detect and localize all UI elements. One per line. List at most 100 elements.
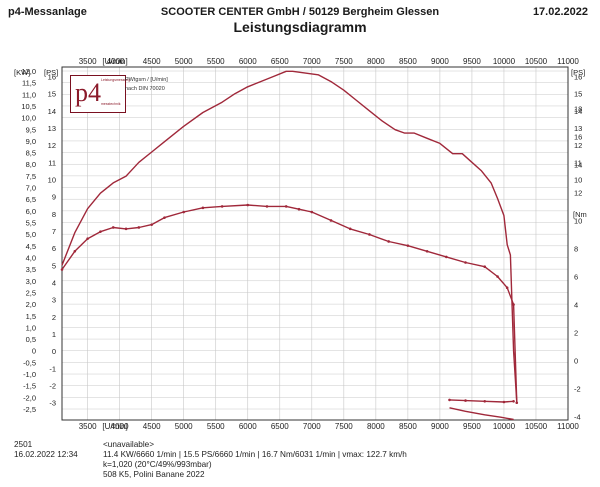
ps-right-tick-label: 11 [574, 158, 582, 167]
series-point [496, 275, 499, 278]
series-point [348, 227, 352, 231]
series-point [505, 286, 509, 290]
kw-tick-label: 12,0 [21, 67, 36, 76]
ps-right-tick-label: 14 [574, 107, 582, 116]
p4-logo: p4 Leistungsmessung messtechnik [70, 75, 130, 113]
grid [62, 67, 569, 420]
series-point [483, 399, 487, 403]
ps-left-tick-label: -2 [49, 381, 56, 390]
ps-left-tick-label: 12 [48, 141, 56, 150]
ps-left-tick-label: 0 [52, 347, 56, 356]
series-point [310, 210, 314, 214]
series-point [163, 216, 166, 219]
nm-tick-label: 14 [574, 160, 582, 169]
series-point [111, 226, 115, 229]
x-top-tick-label: 7000 [303, 57, 321, 66]
ps-left-tick-label: 13 [48, 124, 56, 133]
series-point [99, 230, 102, 233]
ps-left-tick-label: 2 [52, 313, 56, 322]
ps-left-tick-label: 1 [52, 330, 56, 339]
ps-right-tick-label: 15 [574, 90, 582, 99]
x-top-tick-label: 6500 [271, 57, 289, 66]
x-top-tick-label: 10000 [493, 57, 516, 66]
x-top-tick-label: 9000 [431, 57, 449, 66]
legend-line-2: nach DIN 70020 [125, 86, 165, 92]
ps-left-tick-label: 11 [48, 158, 56, 167]
series-line-1 [61, 70, 518, 403]
ps-left-tick-label: 5 [52, 261, 56, 270]
x-top-tick-label: 8500 [399, 57, 417, 66]
series-point [515, 401, 519, 404]
legend-line-1: PWtgsm / [U/min] [125, 77, 168, 83]
series-point [265, 205, 269, 208]
x-top-tick-label: 7500 [335, 57, 353, 66]
header-left-label: p4-Messanlage [8, 6, 87, 18]
x-top-tick-label: 6000 [239, 57, 257, 66]
run-conditions: k=1,020 (20°C/49%/993mbar) [103, 460, 212, 469]
x-tick-label: 9500 [463, 422, 481, 431]
ps-left-tick-label: 3 [52, 296, 56, 305]
series-point [512, 399, 515, 403]
run-summary: 11.4 KW/6660 1/min | 15.5 PS/6660 1/min … [103, 450, 407, 459]
series-point [502, 400, 506, 404]
x-top-tick-label: 11000 [557, 57, 579, 66]
run-datetime: 16.02.2022 12:34 [14, 450, 78, 459]
ps-left-tick-label: 7 [52, 227, 56, 236]
nm-tick-label: 10 [574, 216, 582, 225]
x-tick-label: 11000 [557, 422, 579, 431]
ps-left-tick-label: -1 [49, 364, 56, 373]
series-point [406, 244, 410, 247]
run-id: 2501 [14, 440, 33, 449]
ps-left-tick-label: 14 [48, 107, 56, 116]
kw-axis-label: [KW] [14, 68, 30, 77]
series-point [182, 210, 185, 214]
x-tick-label: 5500 [207, 422, 225, 431]
logo-line-bottom: messtechnik [101, 102, 121, 106]
ps-right-axis-label: [PS] [571, 68, 585, 77]
nm-tick-label: 4 [574, 301, 578, 310]
nm-tick-label: 8 [574, 244, 578, 253]
series-point [60, 268, 64, 271]
kw-tick-label: 11,5 [22, 79, 36, 88]
kw-tick-label: 2,0 [26, 300, 36, 309]
ps-left-tick-label: 8 [52, 210, 56, 219]
x-tick-label: 8000 [367, 422, 385, 431]
nm-tick-label: -2 [574, 385, 581, 394]
kw-tick-label: 9,5 [26, 125, 36, 134]
x-tick-label: 6500 [271, 422, 289, 431]
nm-axis-label: [Nm [573, 210, 587, 219]
kw-tick-label: 11,0 [22, 90, 36, 99]
ps-right-tick-label: 10 [574, 175, 582, 184]
kw-tick-label: 10,0 [21, 114, 36, 123]
series-point [329, 219, 333, 222]
chart-title: Leistungsdiagramm [233, 19, 367, 35]
x-unit-label-top: [U/min] [102, 57, 127, 66]
series-point [246, 203, 250, 207]
nm-tick-label: 2 [574, 329, 578, 338]
x-tick-label: 5000 [175, 422, 193, 431]
kw-tick-label: 7,0 [26, 184, 36, 193]
ps-left-tick-label: 16 [48, 72, 56, 81]
x-top-tick-label: 3500 [79, 57, 97, 66]
ps-left-tick-label: 6 [52, 244, 56, 253]
kw-tick-label: 8,5 [26, 149, 36, 158]
nm-tick-label: 6 [574, 273, 578, 282]
kw-tick-label: 8,0 [26, 160, 36, 169]
kw-tick-label: 4,0 [26, 253, 36, 262]
header-company: SCOOTER CENTER GmbH / 50129 Bergheim Gle… [160, 6, 440, 18]
kw-tick-label: 6,0 [26, 207, 36, 216]
series-point [425, 249, 429, 253]
kw-tick-label: 5,0 [26, 230, 36, 239]
series-point [201, 206, 205, 210]
logo-mark: p4 [75, 78, 101, 107]
series-point [284, 205, 288, 208]
nm-tick-label: 16 [574, 132, 582, 141]
series-line-2 [61, 204, 518, 403]
x-tick-label: 7000 [303, 422, 321, 431]
kw-tick-label: -1,5 [23, 382, 36, 391]
logo-line-top: Leistungsmessung [101, 78, 131, 82]
kw-tick-label: 7,5 [26, 172, 36, 181]
kw-tick-label: 4,5 [26, 242, 36, 251]
series-point [150, 223, 153, 226]
